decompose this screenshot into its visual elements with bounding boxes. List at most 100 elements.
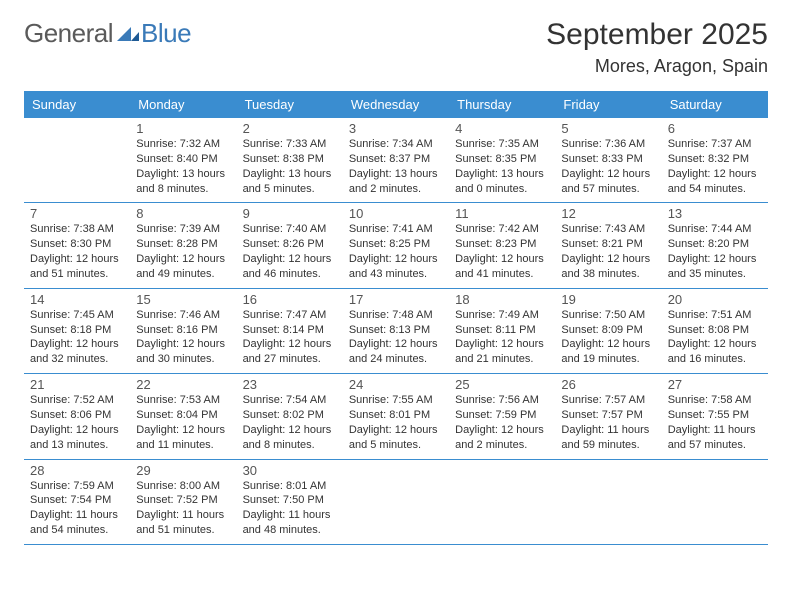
day-cell-empty bbox=[662, 460, 768, 544]
day-number: 24 bbox=[349, 377, 443, 392]
day-number: 27 bbox=[668, 377, 762, 392]
logo: General Blue bbox=[24, 18, 191, 49]
location: Mores, Aragon, Spain bbox=[546, 56, 768, 77]
day-cell-empty bbox=[343, 460, 449, 544]
day-info: Sunrise: 7:41 AMSunset: 8:25 PMDaylight:… bbox=[349, 222, 443, 281]
day-info: Sunrise: 7:40 AMSunset: 8:26 PMDaylight:… bbox=[243, 222, 337, 281]
day-info: Sunrise: 7:43 AMSunset: 8:21 PMDaylight:… bbox=[561, 222, 655, 281]
day-cell: 28Sunrise: 7:59 AMSunset: 7:54 PMDayligh… bbox=[24, 460, 130, 544]
day-info: Sunrise: 7:54 AMSunset: 8:02 PMDaylight:… bbox=[243, 393, 337, 452]
day-info: Sunrise: 8:01 AMSunset: 7:50 PMDaylight:… bbox=[243, 479, 337, 538]
day-cell: 29Sunrise: 8:00 AMSunset: 7:52 PMDayligh… bbox=[130, 460, 236, 544]
day-cell: 20Sunrise: 7:51 AMSunset: 8:08 PMDayligh… bbox=[662, 289, 768, 373]
day-number: 19 bbox=[561, 292, 655, 307]
title-block: September 2025 Mores, Aragon, Spain bbox=[546, 18, 768, 77]
day-cell: 10Sunrise: 7:41 AMSunset: 8:25 PMDayligh… bbox=[343, 203, 449, 287]
weekday-header: Sunday bbox=[24, 91, 130, 118]
day-info: Sunrise: 7:47 AMSunset: 8:14 PMDaylight:… bbox=[243, 308, 337, 367]
day-info: Sunrise: 7:34 AMSunset: 8:37 PMDaylight:… bbox=[349, 137, 443, 196]
day-number: 8 bbox=[136, 206, 230, 221]
day-cell: 27Sunrise: 7:58 AMSunset: 7:55 PMDayligh… bbox=[662, 374, 768, 458]
week-row: 1Sunrise: 7:32 AMSunset: 8:40 PMDaylight… bbox=[24, 118, 768, 203]
week-row: 21Sunrise: 7:52 AMSunset: 8:06 PMDayligh… bbox=[24, 374, 768, 459]
day-number: 1 bbox=[136, 121, 230, 136]
day-info: Sunrise: 7:39 AMSunset: 8:28 PMDaylight:… bbox=[136, 222, 230, 281]
day-number: 29 bbox=[136, 463, 230, 478]
day-cell: 18Sunrise: 7:49 AMSunset: 8:11 PMDayligh… bbox=[449, 289, 555, 373]
logo-text-general: General bbox=[24, 18, 113, 49]
day-info: Sunrise: 7:52 AMSunset: 8:06 PMDaylight:… bbox=[30, 393, 124, 452]
weekday-header: Thursday bbox=[449, 91, 555, 118]
day-number: 7 bbox=[30, 206, 124, 221]
day-cell: 22Sunrise: 7:53 AMSunset: 8:04 PMDayligh… bbox=[130, 374, 236, 458]
day-number: 9 bbox=[243, 206, 337, 221]
day-cell: 6Sunrise: 7:37 AMSunset: 8:32 PMDaylight… bbox=[662, 118, 768, 202]
logo-text-blue: Blue bbox=[141, 18, 191, 49]
day-cell: 15Sunrise: 7:46 AMSunset: 8:16 PMDayligh… bbox=[130, 289, 236, 373]
day-number: 18 bbox=[455, 292, 549, 307]
day-number: 11 bbox=[455, 206, 549, 221]
day-number: 14 bbox=[30, 292, 124, 307]
day-info: Sunrise: 7:50 AMSunset: 8:09 PMDaylight:… bbox=[561, 308, 655, 367]
day-number: 28 bbox=[30, 463, 124, 478]
day-info: Sunrise: 7:57 AMSunset: 7:57 PMDaylight:… bbox=[561, 393, 655, 452]
day-cell: 8Sunrise: 7:39 AMSunset: 8:28 PMDaylight… bbox=[130, 203, 236, 287]
header: General Blue September 2025 Mores, Arago… bbox=[24, 18, 768, 77]
week-row: 14Sunrise: 7:45 AMSunset: 8:18 PMDayligh… bbox=[24, 289, 768, 374]
day-number: 4 bbox=[455, 121, 549, 136]
day-info: Sunrise: 7:49 AMSunset: 8:11 PMDaylight:… bbox=[455, 308, 549, 367]
day-info: Sunrise: 7:51 AMSunset: 8:08 PMDaylight:… bbox=[668, 308, 762, 367]
day-number: 22 bbox=[136, 377, 230, 392]
day-cell: 5Sunrise: 7:36 AMSunset: 8:33 PMDaylight… bbox=[555, 118, 661, 202]
day-cell: 7Sunrise: 7:38 AMSunset: 8:30 PMDaylight… bbox=[24, 203, 130, 287]
day-info: Sunrise: 8:00 AMSunset: 7:52 PMDaylight:… bbox=[136, 479, 230, 538]
weekday-header-row: SundayMondayTuesdayWednesdayThursdayFrid… bbox=[24, 91, 768, 118]
day-info: Sunrise: 7:53 AMSunset: 8:04 PMDaylight:… bbox=[136, 393, 230, 452]
day-info: Sunrise: 7:59 AMSunset: 7:54 PMDaylight:… bbox=[30, 479, 124, 538]
day-info: Sunrise: 7:37 AMSunset: 8:32 PMDaylight:… bbox=[668, 137, 762, 196]
day-cell: 2Sunrise: 7:33 AMSunset: 8:38 PMDaylight… bbox=[237, 118, 343, 202]
day-number: 3 bbox=[349, 121, 443, 136]
month-title: September 2025 bbox=[546, 18, 768, 52]
day-info: Sunrise: 7:56 AMSunset: 7:59 PMDaylight:… bbox=[455, 393, 549, 452]
day-cell: 4Sunrise: 7:35 AMSunset: 8:35 PMDaylight… bbox=[449, 118, 555, 202]
day-number: 16 bbox=[243, 292, 337, 307]
day-number: 21 bbox=[30, 377, 124, 392]
day-info: Sunrise: 7:33 AMSunset: 8:38 PMDaylight:… bbox=[243, 137, 337, 196]
day-info: Sunrise: 7:38 AMSunset: 8:30 PMDaylight:… bbox=[30, 222, 124, 281]
day-info: Sunrise: 7:46 AMSunset: 8:16 PMDaylight:… bbox=[136, 308, 230, 367]
day-number: 30 bbox=[243, 463, 337, 478]
day-cell: 30Sunrise: 8:01 AMSunset: 7:50 PMDayligh… bbox=[237, 460, 343, 544]
day-number: 20 bbox=[668, 292, 762, 307]
day-number: 6 bbox=[668, 121, 762, 136]
day-number: 13 bbox=[668, 206, 762, 221]
day-cell: 24Sunrise: 7:55 AMSunset: 8:01 PMDayligh… bbox=[343, 374, 449, 458]
day-number: 15 bbox=[136, 292, 230, 307]
day-info: Sunrise: 7:45 AMSunset: 8:18 PMDaylight:… bbox=[30, 308, 124, 367]
day-number: 2 bbox=[243, 121, 337, 136]
weeks-container: 1Sunrise: 7:32 AMSunset: 8:40 PMDaylight… bbox=[24, 118, 768, 545]
day-number: 26 bbox=[561, 377, 655, 392]
weekday-header: Wednesday bbox=[343, 91, 449, 118]
day-cell: 9Sunrise: 7:40 AMSunset: 8:26 PMDaylight… bbox=[237, 203, 343, 287]
day-cell-empty bbox=[555, 460, 661, 544]
weekday-header: Monday bbox=[130, 91, 236, 118]
day-info: Sunrise: 7:32 AMSunset: 8:40 PMDaylight:… bbox=[136, 137, 230, 196]
day-number: 12 bbox=[561, 206, 655, 221]
day-info: Sunrise: 7:44 AMSunset: 8:20 PMDaylight:… bbox=[668, 222, 762, 281]
day-cell: 25Sunrise: 7:56 AMSunset: 7:59 PMDayligh… bbox=[449, 374, 555, 458]
day-cell: 3Sunrise: 7:34 AMSunset: 8:37 PMDaylight… bbox=[343, 118, 449, 202]
day-number: 17 bbox=[349, 292, 443, 307]
day-info: Sunrise: 7:48 AMSunset: 8:13 PMDaylight:… bbox=[349, 308, 443, 367]
day-cell: 23Sunrise: 7:54 AMSunset: 8:02 PMDayligh… bbox=[237, 374, 343, 458]
logo-mark-icon bbox=[117, 21, 139, 46]
calendar: SundayMondayTuesdayWednesdayThursdayFrid… bbox=[24, 91, 768, 545]
day-cell-empty bbox=[449, 460, 555, 544]
day-info: Sunrise: 7:55 AMSunset: 8:01 PMDaylight:… bbox=[349, 393, 443, 452]
weekday-header: Tuesday bbox=[237, 91, 343, 118]
week-row: 7Sunrise: 7:38 AMSunset: 8:30 PMDaylight… bbox=[24, 203, 768, 288]
day-number: 25 bbox=[455, 377, 549, 392]
day-cell: 26Sunrise: 7:57 AMSunset: 7:57 PMDayligh… bbox=[555, 374, 661, 458]
day-number: 10 bbox=[349, 206, 443, 221]
day-number: 5 bbox=[561, 121, 655, 136]
